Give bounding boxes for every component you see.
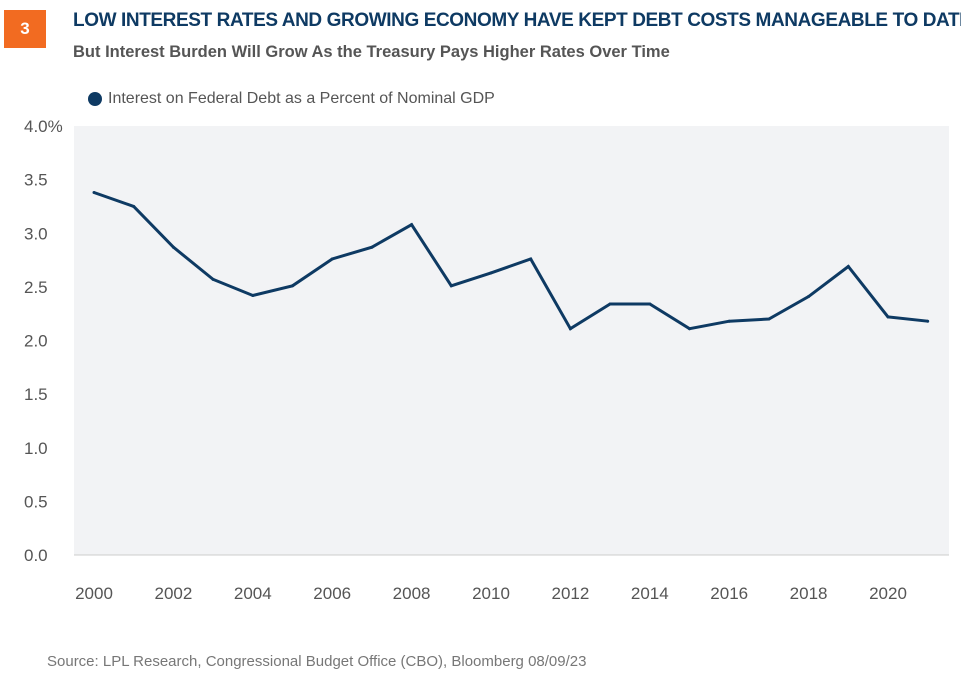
chart-number-badge: 3 (4, 10, 46, 48)
data-point-2021 (926, 319, 930, 323)
data-point-2017 (767, 317, 771, 321)
chart-title: LOW INTEREST RATES AND GROWING ECONOMY H… (73, 10, 961, 31)
y-tick-label: 1.5 (24, 385, 48, 404)
x-tick-label: 2014 (631, 584, 669, 603)
x-tick-label: 2016 (710, 584, 748, 603)
data-point-2004 (251, 293, 255, 297)
data-point-2006 (330, 257, 334, 261)
y-tick-label: 2.0 (24, 332, 48, 351)
data-point-2005 (291, 284, 294, 288)
x-tick-label: 2000 (75, 584, 113, 603)
y-tick-label: 4.0% (24, 117, 63, 136)
x-tick-label: 2002 (154, 584, 192, 603)
data-point-2002 (171, 245, 175, 249)
data-point-2007 (370, 245, 374, 249)
plot-area (74, 126, 949, 555)
x-tick-label: 2018 (790, 584, 828, 603)
data-point-2000 (92, 190, 96, 194)
y-tick-label: 0.0 (24, 546, 48, 565)
data-point-2015 (688, 327, 691, 331)
data-point-2010 (489, 271, 493, 275)
data-point-2016 (727, 319, 731, 323)
x-tick-label: 2008 (393, 584, 431, 603)
y-tick-label: 3.0 (24, 224, 48, 243)
data-point-2014 (648, 302, 652, 306)
x-tick-label: 2004 (234, 584, 272, 603)
data-point-2020 (886, 315, 890, 319)
data-point-2013 (608, 302, 612, 306)
x-tick-label: 2010 (472, 584, 510, 603)
legend-label: Interest on Federal Debt as a Percent of… (108, 90, 495, 107)
data-point-2019 (846, 264, 850, 268)
data-point-2011 (529, 257, 533, 261)
source-note: Source: LPL Research, Congressional Budg… (47, 653, 587, 670)
chart-subtitle: But Interest Burden Will Grow As the Tre… (73, 43, 670, 61)
data-point-2012 (568, 327, 572, 331)
y-tick-label: 3.5 (24, 171, 48, 190)
legend: Interest on Federal Debt as a Percent of… (88, 90, 495, 108)
legend-marker-icon (88, 92, 102, 106)
series-line (93, 191, 928, 331)
y-tick-label: 2.5 (24, 278, 48, 297)
x-tick-label: 2012 (551, 584, 589, 603)
y-tick-label: 0.5 (24, 492, 48, 511)
x-tick-label: 2020 (869, 584, 907, 603)
y-tick-label: 1.0 (24, 439, 48, 458)
data-point-2003 (211, 277, 215, 281)
data-point-2008 (410, 223, 414, 227)
data-point-2018 (807, 295, 811, 299)
x-tick-label: 2006 (313, 584, 351, 603)
data-point-2001 (132, 204, 136, 208)
data-point-2009 (449, 284, 453, 288)
